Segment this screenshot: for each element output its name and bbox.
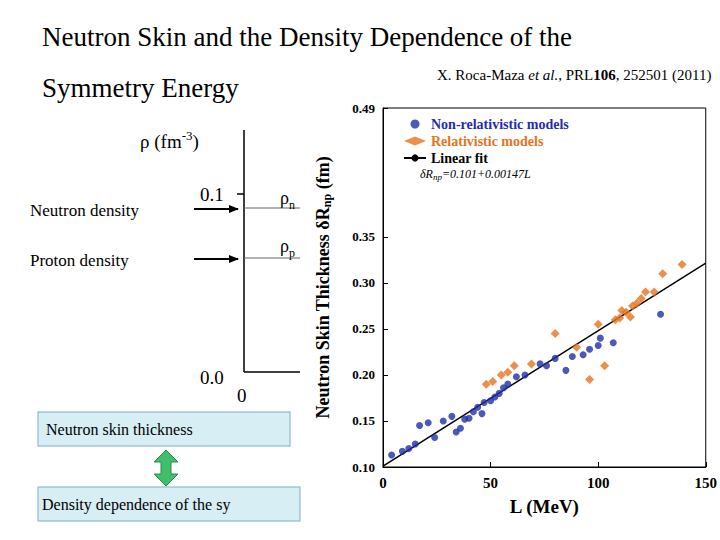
svg-text:0.0: 0.0: [200, 367, 224, 388]
svg-text:0: 0: [237, 385, 247, 406]
svg-text:0.10: 0.10: [352, 460, 375, 475]
svg-text:ρn: ρn: [280, 188, 295, 212]
svg-text:np: np: [432, 172, 442, 182]
svg-text:0.15: 0.15: [352, 413, 375, 428]
svg-text:Proton density: Proton density: [30, 251, 129, 270]
svg-text:X. Roca-Maza et al., PRL106, 2: X. Roca-Maza et al., PRL106, 252501 (201…: [437, 67, 711, 84]
svg-text:0.35: 0.35: [352, 229, 375, 244]
svg-text:Neutron density: Neutron density: [30, 201, 140, 220]
svg-text:Non-relativistic models: Non-relativistic models: [431, 117, 569, 132]
svg-text:Neutron Skin and the Density D: Neutron Skin and the Density Dependence …: [42, 22, 572, 52]
svg-text:(fm): (fm): [313, 156, 334, 193]
svg-text:np: np: [320, 193, 334, 207]
svg-text:=0.101+0.00147L: =0.101+0.00147L: [442, 167, 531, 181]
svg-text:0.1: 0.1: [200, 184, 224, 205]
svg-text:0: 0: [379, 475, 387, 491]
svg-text:0.49: 0.49: [352, 101, 375, 116]
svg-text:Relativistic models: Relativistic models: [431, 134, 544, 149]
svg-text:Neutron Skin Thickness δR: Neutron Skin Thickness δR: [313, 206, 333, 418]
svg-text:L (MeV): L (MeV): [510, 496, 579, 518]
svg-text:100: 100: [587, 475, 610, 491]
svg-text:Density dependence of the sy: Density dependence of the sy: [42, 496, 230, 514]
svg-text:0.30: 0.30: [352, 275, 375, 290]
svg-text:0.20: 0.20: [352, 367, 375, 382]
svg-text:150: 150: [695, 475, 718, 491]
svg-text:Linear fit: Linear fit: [431, 151, 488, 166]
svg-text:ρp: ρp: [280, 236, 295, 260]
svg-text:Symmetry Energy: Symmetry Energy: [42, 73, 239, 103]
svg-text:ρ (fm-3): ρ (fm-3): [140, 128, 199, 153]
svg-text:Neutron skin thickness: Neutron skin thickness: [46, 421, 193, 438]
svg-text:0.25: 0.25: [352, 321, 375, 336]
svg-text:50: 50: [483, 475, 498, 491]
svg-text:δR: δR: [420, 167, 434, 181]
